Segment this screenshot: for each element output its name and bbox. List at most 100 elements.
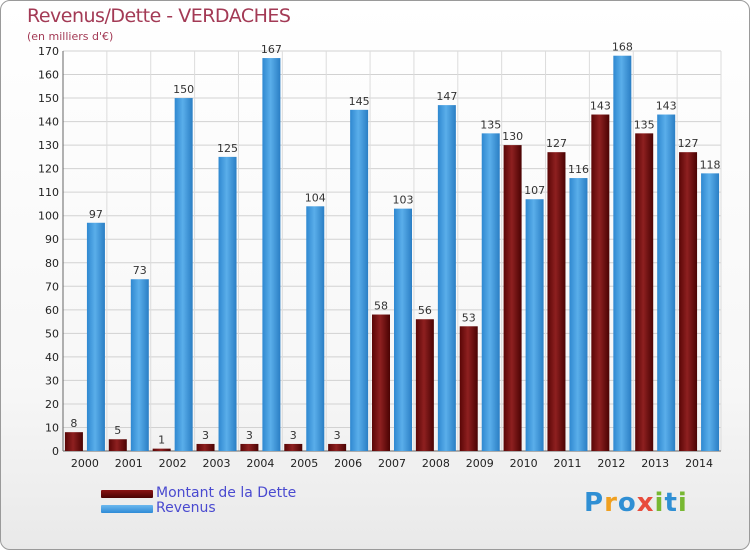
y-tick-label: 120 (38, 163, 59, 176)
data-label-debt: 53 (462, 311, 476, 324)
bar-debt (240, 443, 259, 451)
bar-debt (328, 443, 347, 451)
x-tick-label: 2004 (246, 457, 274, 470)
x-tick-label: 2011 (553, 457, 581, 470)
y-tick-label: 0 (52, 445, 59, 458)
legend-swatch-revenue (101, 505, 153, 513)
y-tick-label: 160 (38, 69, 59, 82)
y-tick-label: 150 (38, 92, 59, 105)
chart-title: Revenus/Dette - VERDACHES (27, 5, 291, 27)
bar-debt (547, 152, 566, 452)
bar-revenue (262, 58, 281, 451)
gridlines (62, 50, 722, 451)
data-label-debt: 58 (374, 300, 388, 313)
bar-debt (503, 145, 522, 451)
data-label-revenue: 97 (89, 208, 103, 221)
axes: 0 10 20 30 40 50 60 70 80 90 100 110 120 130 140 150 160… (38, 45, 721, 470)
data-label-revenue: 145 (349, 95, 370, 108)
data-label-debt: 8 (70, 417, 77, 430)
logo-letter: i (654, 488, 665, 518)
y-tick-label: 40 (45, 351, 59, 364)
x-tick-label: 2013 (641, 457, 669, 470)
x-tick-label: 2010 (510, 457, 538, 470)
logo-letter: P (584, 488, 605, 518)
legend-label-debt: Montant de la Dette (156, 485, 297, 501)
data-label-revenue: 167 (261, 43, 282, 56)
data-label-debt: 3 (290, 429, 297, 442)
data-label-revenue: 150 (173, 83, 194, 96)
bar-revenue (481, 133, 500, 451)
y-tick-label: 90 (45, 233, 59, 246)
bar-debt (679, 152, 698, 452)
y-tick-label: 70 (45, 280, 59, 293)
logo-letter: o (617, 488, 637, 518)
bar-revenue (437, 105, 456, 451)
bar-revenue (394, 208, 412, 451)
data-label-debt: 3 (246, 429, 253, 442)
data-label-debt: 143 (590, 100, 611, 113)
legend-swatch-debt (101, 490, 153, 498)
bar-debt (415, 319, 434, 451)
y-tick-label: 170 (38, 45, 59, 58)
bar-revenue (657, 114, 676, 451)
bar-debt (64, 432, 83, 451)
x-tick-label: 2007 (378, 457, 406, 470)
bar-revenue (86, 222, 105, 451)
bar-revenue (525, 199, 544, 451)
bar-revenue (701, 173, 720, 451)
data-label-revenue: 116 (568, 163, 589, 176)
data-label-debt: 56 (418, 304, 432, 317)
data-label-debt: 130 (502, 130, 523, 143)
data-label-revenue: 107 (524, 184, 545, 197)
data-label-revenue: 135 (480, 118, 501, 131)
data-labels: 8 97 5 73 1 150 3 125 3 167 3 104 3 145 58 103 56 147 53 13… (70, 41, 720, 447)
bar-debt (459, 326, 478, 451)
x-tick-label: 2005 (290, 457, 318, 470)
data-label-revenue: 118 (700, 158, 721, 171)
x-tick-label: 2009 (466, 457, 494, 470)
y-tick-label: 30 (45, 374, 59, 387)
x-tick-label: 2006 (334, 457, 362, 470)
data-label-debt: 3 (334, 429, 341, 442)
data-label-revenue: 168 (612, 41, 633, 54)
data-label-revenue: 103 (393, 194, 414, 207)
x-tick-label: 2003 (203, 457, 231, 470)
bar-revenue (174, 98, 193, 451)
bars (64, 55, 720, 452)
bar-debt (591, 114, 610, 451)
data-label-debt: 127 (678, 137, 699, 150)
legend-label-revenue: Revenus (156, 500, 216, 516)
logo-letter: r (604, 488, 618, 518)
logo-letter: i (677, 488, 688, 518)
logo-letter: x (636, 488, 655, 518)
bar-revenue (350, 109, 369, 451)
y-tick-label: 100 (38, 210, 59, 223)
y-tick-label: 110 (38, 186, 59, 199)
bar-debt (284, 443, 303, 451)
y-tick-label: 10 (45, 421, 59, 434)
bar-debt (372, 314, 390, 451)
y-tick-label: 20 (45, 398, 59, 411)
y-tick-label: 140 (38, 116, 59, 129)
bar-revenue (218, 156, 237, 451)
y-tick-label: 60 (45, 304, 59, 317)
bar-revenue (130, 279, 149, 451)
data-label-revenue: 147 (436, 90, 457, 103)
x-tick-label: 2008 (422, 457, 450, 470)
data-label-revenue: 73 (133, 264, 147, 277)
bar-debt (635, 133, 654, 451)
data-label-debt: 3 (202, 429, 209, 442)
x-tick-label: 2012 (597, 457, 625, 470)
y-tick-label: 80 (45, 257, 59, 270)
x-tick-label: 2014 (685, 457, 713, 470)
bar-revenue (569, 178, 588, 451)
proxiti-logo: Proxiti (584, 488, 688, 518)
data-label-revenue: 125 (217, 142, 238, 155)
data-label-revenue: 143 (656, 100, 677, 113)
y-tick-label: 130 (38, 139, 59, 152)
data-label-revenue: 104 (305, 191, 326, 204)
bar-debt (152, 448, 171, 451)
logo-letter: t (664, 488, 678, 518)
